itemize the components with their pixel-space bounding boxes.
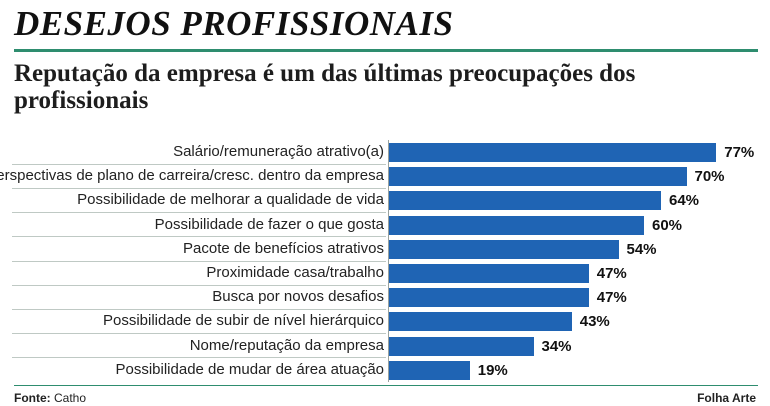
bar-value-label: 43% xyxy=(579,313,610,331)
bar xyxy=(389,143,717,162)
bar-category-label: Possibilidade de mudar de área atuação xyxy=(115,360,384,378)
bar-row: Busca por novos desafios 47% xyxy=(0,285,770,309)
row-separator xyxy=(12,187,386,189)
bar-value-label: 47% xyxy=(596,289,627,307)
bar xyxy=(389,336,534,356)
bar-category-label: Proximidade casa/trabalho xyxy=(206,264,384,281)
row-separator xyxy=(12,357,386,359)
section-title: DESEJOS PROFISSIONAIS xyxy=(14,4,454,43)
bar-row: Pacote de benefícios atrativos 54% xyxy=(0,237,770,261)
header-divider xyxy=(14,49,758,52)
bar-row: Possibilidade de melhorar a qualidade de… xyxy=(0,188,770,212)
bar-category-label: Pacote de benefícios atrativos xyxy=(183,239,384,257)
bar-row: Proximidade casa/trabalho 47% xyxy=(0,261,770,285)
row-separator xyxy=(12,308,386,310)
bar xyxy=(389,167,687,187)
bar-row: Possibilidade de fazer o que gosta 60% xyxy=(0,213,770,237)
bar-row: Nome/reputação da empresa 34% xyxy=(0,334,770,358)
bar-value-label: 19% xyxy=(477,361,508,379)
bar-value-label: 70% xyxy=(694,168,725,186)
bar-chart: Salário/remuneração atrativo(a) 77% Perspe… xyxy=(0,140,770,382)
chart-axis-line xyxy=(388,140,389,382)
bar xyxy=(389,288,589,308)
bar xyxy=(389,191,661,211)
bar-category-label: Salário/remuneração atrativo(a) xyxy=(173,143,384,160)
source-note: Fonte: Catho xyxy=(14,391,86,405)
row-separator xyxy=(12,284,386,286)
row-separator xyxy=(12,212,386,214)
bar-value-label: 60% xyxy=(652,216,683,234)
bar-category-label: Possibilidade de subir de nível hierárqu… xyxy=(102,312,384,330)
source-value: Catho xyxy=(54,391,87,405)
chart-headline: Reputação da empresa é um das últimas pr… xyxy=(14,60,636,114)
bar xyxy=(389,312,572,332)
bar-value-label: 64% xyxy=(669,192,700,210)
source-label: Fonte: xyxy=(14,391,51,405)
bar-category-label: Possibilidade de melhorar a qualidade de… xyxy=(77,191,384,209)
bar-category-label: Perspectivas de plano de carreira/cresc.… xyxy=(0,167,384,185)
row-separator xyxy=(12,260,386,262)
bar-value-label: 47% xyxy=(596,265,627,282)
row-separator xyxy=(12,236,386,238)
bar-category-label: Busca por novos desafios xyxy=(212,288,384,306)
footer-divider xyxy=(14,385,758,386)
bar-row: Perspectivas de plano de carreira/cresc.… xyxy=(0,164,770,188)
bar xyxy=(389,264,589,283)
bar-category-label: Nome/reputação da empresa xyxy=(189,336,384,354)
bar xyxy=(389,215,644,235)
row-separator xyxy=(12,163,386,165)
bar-category-label: Possibilidade de fazer o que gosta xyxy=(154,215,384,233)
bar-value-label: 34% xyxy=(541,337,572,355)
bar xyxy=(389,239,619,259)
bar-row: Possibilidade de subir de nível hierárqu… xyxy=(0,309,770,333)
bar-row: Salário/remuneração atrativo(a) 77% xyxy=(0,140,770,164)
bar-value-label: 54% xyxy=(626,240,657,258)
bar-row: Possibilidade de mudar de área atuação 19… xyxy=(0,358,770,382)
bar xyxy=(389,360,470,380)
bar-value-label: 77% xyxy=(724,144,755,161)
credit-note: Folha Arte xyxy=(697,391,756,405)
row-separator xyxy=(12,333,386,335)
